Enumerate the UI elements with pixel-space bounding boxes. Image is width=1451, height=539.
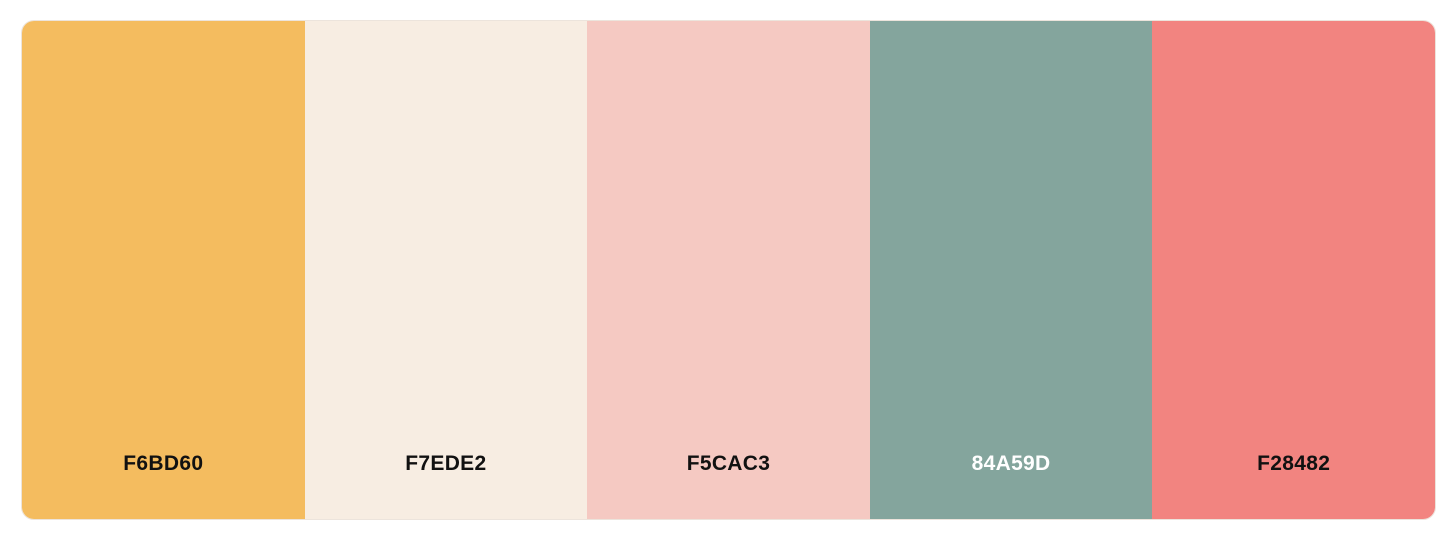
swatch-2[interactable]: F7EDE2 [304, 21, 588, 519]
swatch-1[interactable]: F6BD60 [22, 21, 305, 519]
swatch-5[interactable]: F28482 [1152, 21, 1435, 519]
color-palette: F6BD60 F7EDE2 F5CAC3 84A59D F28482 [21, 20, 1436, 520]
swatch-hex-label: F6BD60 [123, 452, 204, 475]
swatch-hex-label: F28482 [1257, 452, 1331, 475]
swatch-hex-label: F5CAC3 [686, 452, 771, 475]
swatch-hex-label: F7EDE2 [405, 452, 487, 475]
swatch-hex-label: 84A59D [971, 452, 1051, 475]
swatch-3[interactable]: F5CAC3 [587, 21, 870, 519]
swatch-4[interactable]: 84A59D [869, 21, 1153, 519]
